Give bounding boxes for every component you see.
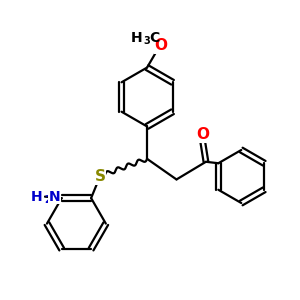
Text: O: O xyxy=(196,127,209,142)
Text: C: C xyxy=(149,31,160,44)
Text: O: O xyxy=(154,38,167,53)
Text: H: H xyxy=(130,31,142,44)
Text: N: N xyxy=(49,190,60,204)
Text: 2: 2 xyxy=(44,196,51,206)
Text: 3: 3 xyxy=(143,36,150,46)
Text: S: S xyxy=(94,169,105,184)
Text: H: H xyxy=(31,190,43,204)
